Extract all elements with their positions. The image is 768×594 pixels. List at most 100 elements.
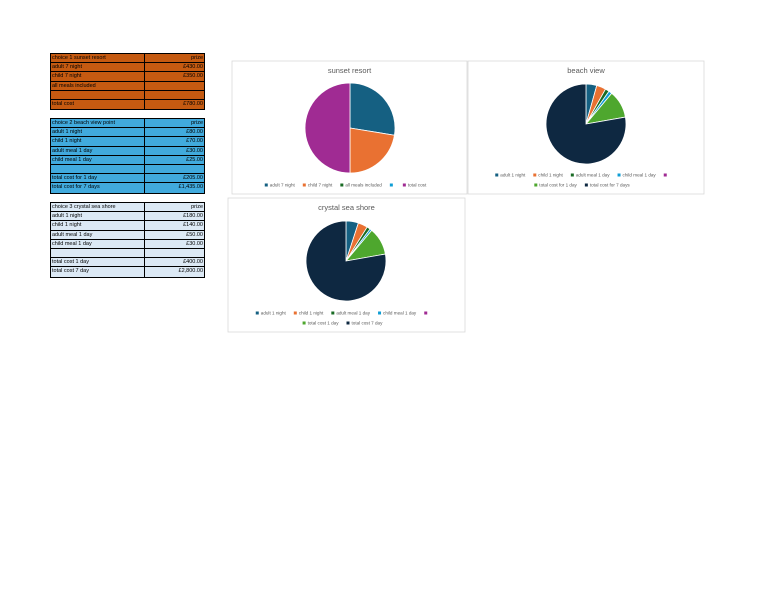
table-row: total cost £780.00 [51,99,204,110]
table-row: child meal 1 day £25.00 [51,155,204,165]
pie-slice [349,127,395,174]
legend-marker [495,173,499,177]
legend-marker [255,311,259,315]
table-row: choice 3 crystal sea shore prize [51,203,204,213]
legend-marker [302,321,306,325]
legend-label: total cost 1 day [308,321,340,326]
legend-item [663,173,667,177]
table-row: total cost 7 day £2,800.00 [51,267,204,277]
legend-item: all meals included [340,183,382,188]
table-cell [51,164,145,174]
table-cell: prize [191,120,203,126]
table-row: child 1 night £70.00 [51,137,204,147]
legend-label: adult 1 night [261,311,287,316]
legend-marker [389,183,393,187]
table-row: adult meal 1 day £50.00 [51,230,204,240]
table-cell: £430.00 [183,64,203,71]
chart-title: sunset resort [328,66,372,75]
legend-marker [617,173,621,177]
table-cell: adult meal 1 day [51,146,145,155]
legend-item: child 1 night [293,311,324,316]
legend-item: child meal 1 day [378,311,417,316]
legend-item: total cost for 7 days [584,183,630,188]
table-cell: total cost for 1 day [51,174,145,183]
pie-slice [305,220,387,302]
table-cell: £30.00 [186,240,203,247]
table: choice 2 beach view point prize adult 1 ni… [50,118,205,194]
legend-marker [302,183,306,187]
table-cell [51,248,145,258]
table-cell: adult 1 night [51,128,145,137]
legend-item: adult 1 night [255,311,287,316]
table-cell: £50.00 [186,231,203,238]
table-row: child 7 night £350.00 [51,72,204,82]
table-cell: total cost for 7 days [51,183,145,193]
table-cell: £180.00 [183,213,203,220]
table-row: total cost 1 day £400.00 [51,258,204,268]
table-cell: adult meal 1 day [51,230,145,239]
legend-marker [534,183,538,187]
table-cell [145,249,204,257]
table-row: adult 1 night £80.00 [51,128,204,138]
table-row: all meals included [51,81,204,91]
legend-label: adult 7 night [270,183,296,188]
legend-marker [340,183,344,187]
table-row: choice 1 sunset resort prize [51,54,204,64]
legend-item: total cost for 1 day [534,183,578,188]
legend-label: all meals included [345,183,382,188]
chart-title: beach view [567,66,605,75]
legend-label: adult meal 1 day [576,173,610,178]
table-cell: child 1 night [51,221,145,230]
table-cell: £350.00 [183,73,203,80]
table: choice 1 sunset resort prize adult 7 night… [50,53,205,111]
legend-item: child 7 night [302,183,333,188]
table-cell: £70.00 [186,138,203,145]
legend-label: total cost 7 day [352,321,384,326]
legend-label: adult 1 night [500,173,526,178]
table-cell: £30.00 [186,147,203,154]
table-cell: £1,435.00 [178,184,203,191]
table-cell: child 1 night [51,137,145,146]
table-cell: child meal 1 day [51,239,145,248]
legend-item: adult 7 night [264,183,296,188]
pie-slice [304,82,351,174]
legend-label: adult meal 1 day [336,311,370,316]
table-row: child 1 night £140.00 [51,221,204,231]
legend-item: child 1 night [533,173,564,178]
legend-item: adult 1 night [495,173,526,178]
table-cell: adult 1 night [51,212,145,221]
table-row [51,164,204,175]
table-cell: £140.00 [183,222,203,229]
table-cell: total cost 7 day [51,267,145,277]
table-cell: prize [191,55,203,61]
table-cell: total cost [51,99,145,110]
table-cell [51,90,145,99]
table-row: total cost for 7 days £1,435.00 [51,183,204,193]
legend-marker [264,183,268,187]
legend-marker [584,183,588,187]
table-row: adult 7 night £430.00 [51,63,204,73]
table-cell: £25.00 [186,156,203,163]
table-cell [145,165,204,173]
table-row: adult meal 1 day £30.00 [51,146,204,156]
legend-label: child 1 night [538,173,563,178]
table-cell: prize [191,204,203,210]
table-row [51,90,204,100]
chart-title: crystal sea shore [318,203,375,212]
table-row: adult 1 night £180.00 [51,212,204,222]
table-cell: £205.00 [183,175,203,182]
pie-slice [349,82,396,136]
legend-marker [663,173,667,177]
legend-label: child meal 1 day [623,173,657,178]
legend-marker [402,183,406,187]
table: choice 3 crystal sea shore prize adult 1 n… [50,202,205,278]
legend-marker [533,173,537,177]
table-cell: choice 3 crystal sea shore [51,203,145,212]
table-row: choice 2 beach view point prize [51,119,204,129]
table-row: total cost for 1 day £205.00 [51,174,204,184]
legend-item: total cost 7 day [346,321,384,326]
legend-item: adult meal 1 day [570,173,610,178]
legend-marker [346,321,350,325]
